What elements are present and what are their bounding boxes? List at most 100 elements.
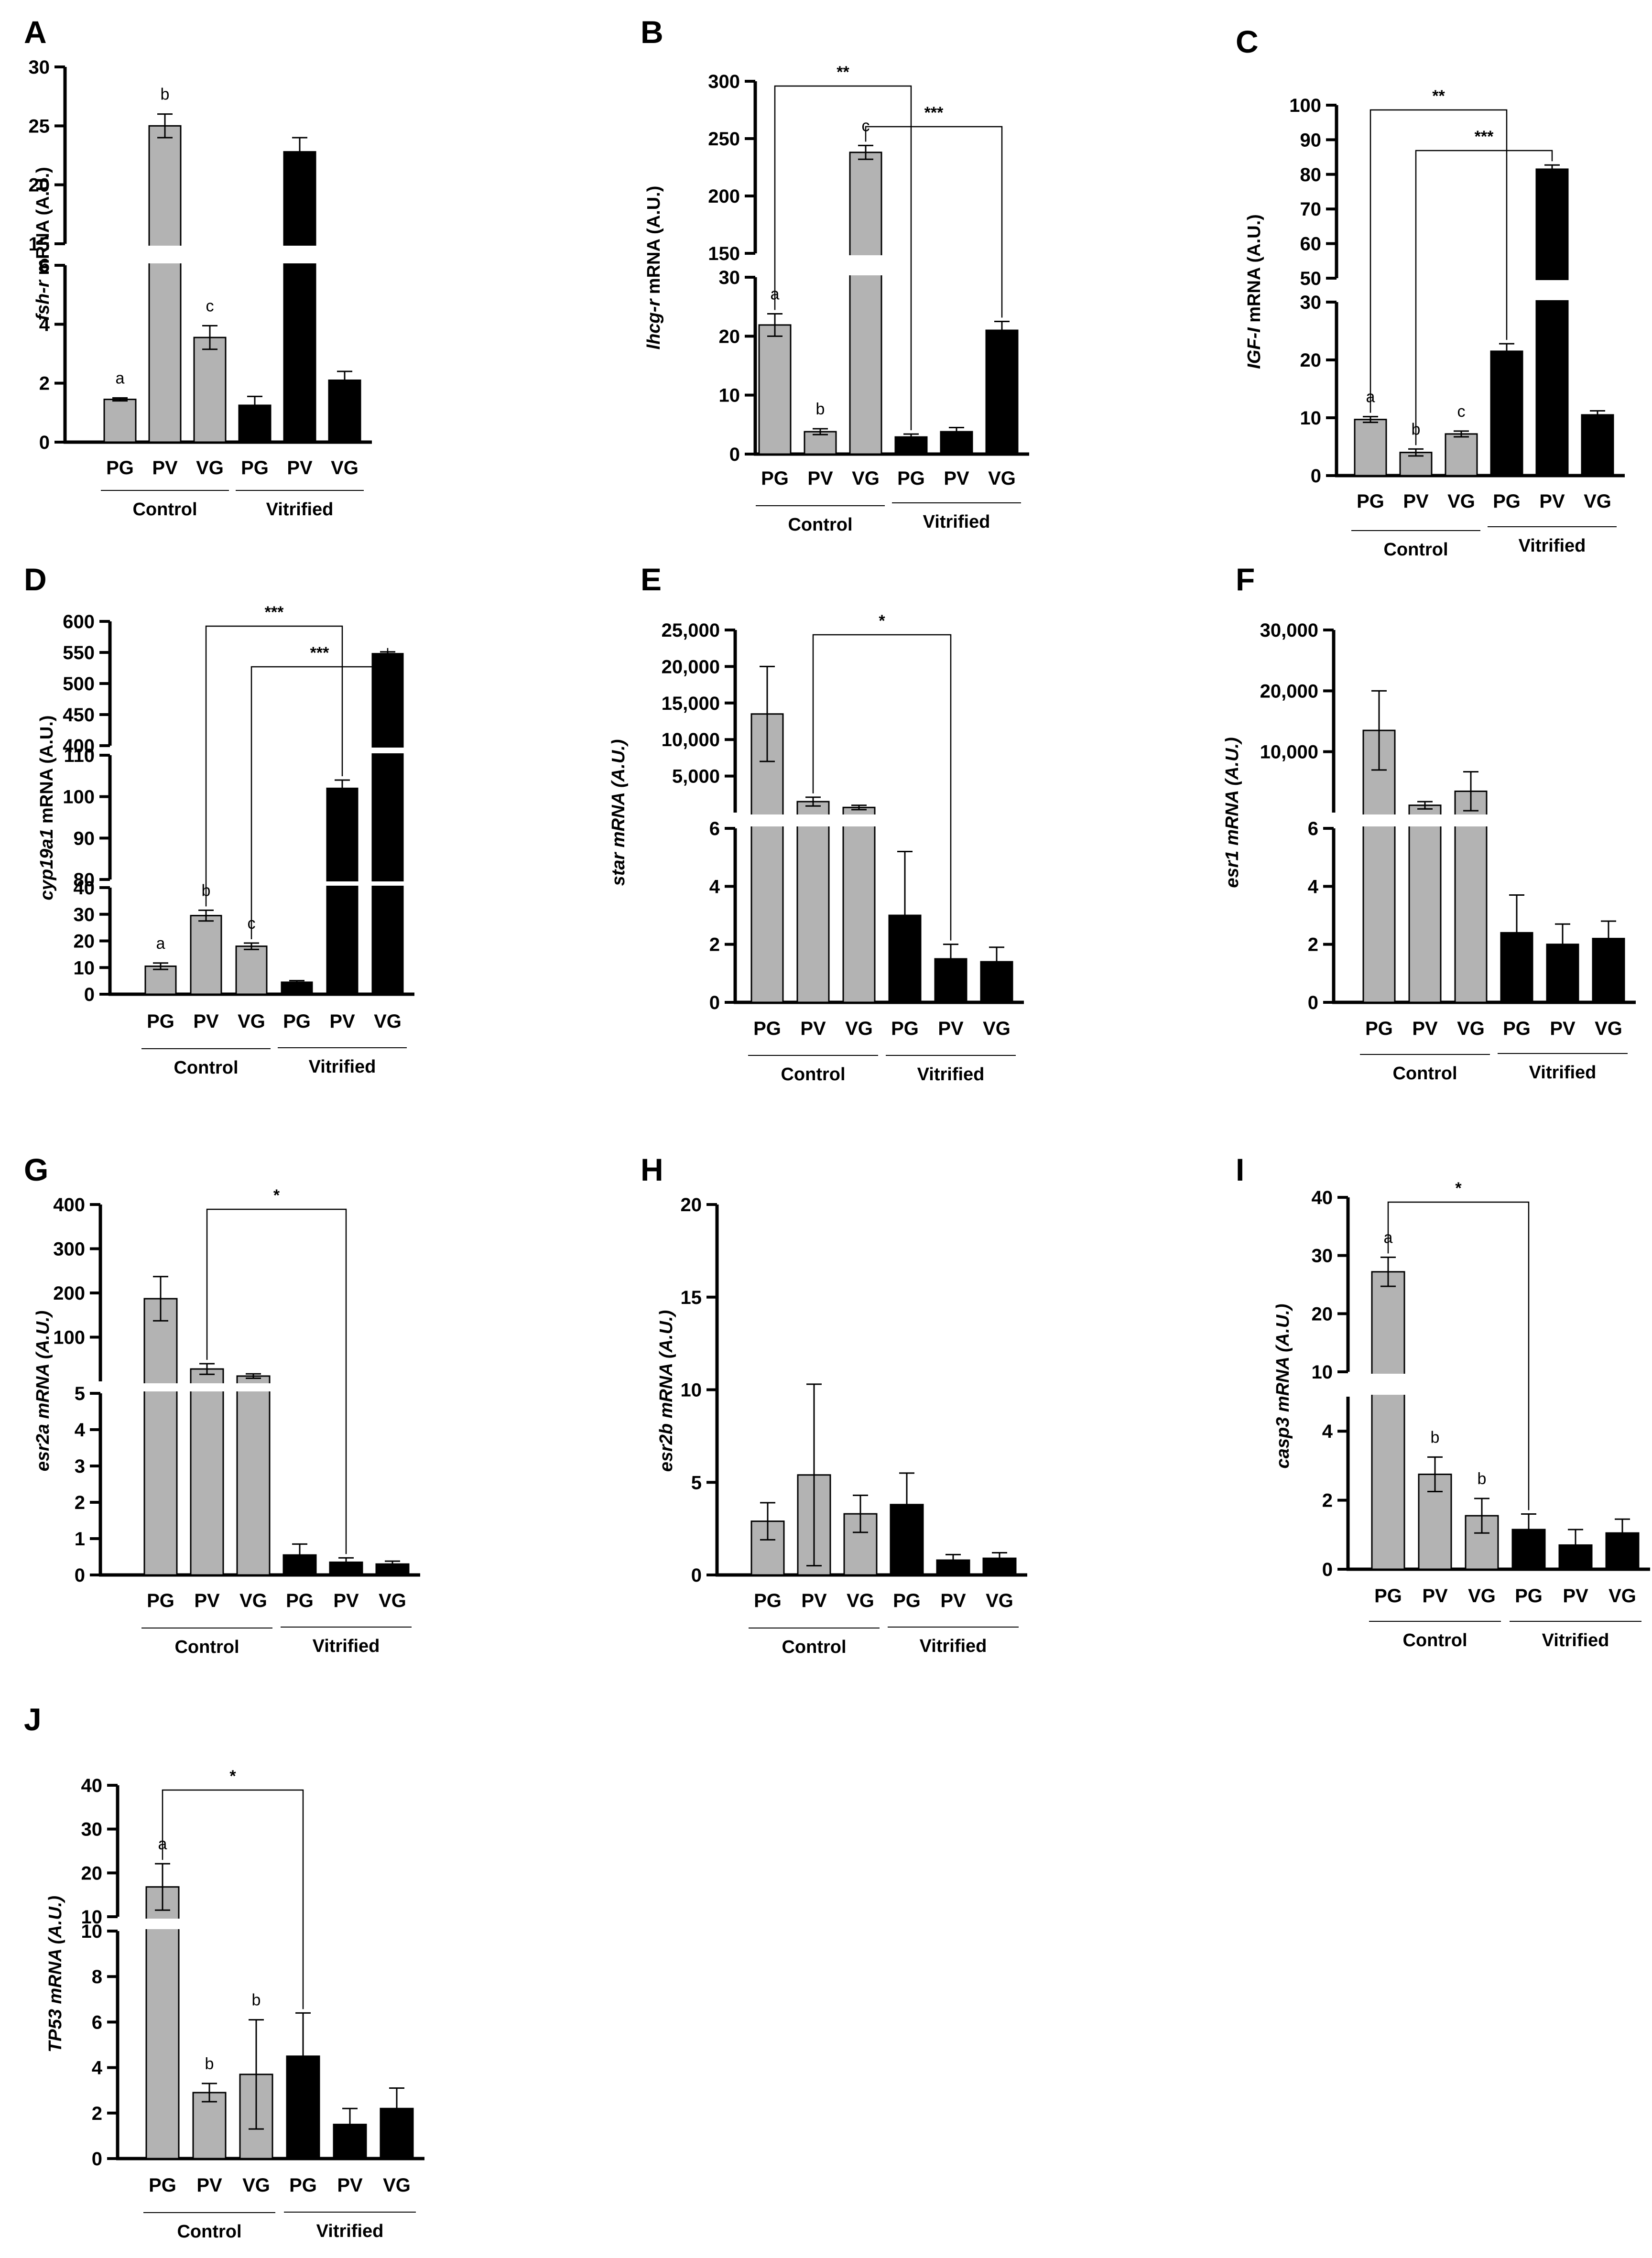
group-letter-j-1: b: [205, 2055, 214, 2073]
group-label-control-b: Control: [788, 515, 852, 535]
bar-break-g-1-0: [189, 1383, 225, 1391]
x-category-g-3: PG: [286, 1590, 314, 1611]
y-tick-label-j-1-3: 40: [81, 1775, 103, 1796]
y-axis-title-rest-a: mRNA (A.U.): [33, 167, 53, 280]
y-tick-label-g-1-2: 300: [53, 1239, 85, 1260]
y-tick-label-j-1-1: 20: [81, 1863, 103, 1884]
group-label-vitrified-f: Vitrified: [1529, 1063, 1597, 1083]
y-tick-label-d-0-0: 0: [84, 984, 95, 1005]
bar-d-2: [235, 945, 268, 995]
y-tick-label-b-0-1: 10: [719, 385, 740, 406]
significance-bracket-b-1: [865, 126, 1003, 318]
y-tick-label-d-1-2: 100: [63, 787, 95, 808]
panel-f: F 0 2 4 6 10,000 20,000 30,000 PG PV VG PG PV VG Contr…: [1222, 562, 1636, 1084]
bar-break-j-0-0: [144, 1919, 181, 1929]
y-tick-label-a-1-1: 20: [29, 175, 50, 196]
x-category-c-2: VG: [1447, 491, 1475, 512]
group-label-control-h: Control: [782, 1637, 846, 1657]
bar-b-2: [849, 152, 882, 455]
y-tick-label-d-1-3: 110: [64, 745, 95, 766]
y-tick-label-d-2-0: 400: [63, 736, 95, 757]
y-tick-label-f-0-1: 2: [1308, 934, 1318, 955]
bar-j-0: [145, 1886, 180, 2160]
significance-label-b-1: ***: [924, 104, 944, 122]
group-letter-b-2: c: [862, 117, 870, 135]
x-category-f-2: VG: [1457, 1018, 1485, 1039]
y-tick-label-g-0-0: 0: [75, 1565, 85, 1586]
x-category-a-1: PV: [152, 457, 178, 478]
bar-break-d-4-0: [325, 881, 359, 886]
panel-label-i: I: [1236, 1152, 1244, 1187]
y-tick-label-b-1-0: 150: [708, 243, 740, 264]
significance-label-c-0: **: [1432, 87, 1445, 105]
y-axis-title-rest-d: mRNA (A.U.): [37, 715, 57, 828]
y-tick-label-a-1-3: 30: [29, 57, 50, 78]
y-tick-label-f-0-0: 0: [1308, 992, 1318, 1013]
bar-g-1: [190, 1368, 224, 1576]
bar-e-1: [796, 801, 830, 1003]
bar-c-2: [1445, 433, 1478, 477]
x-category-b-0: PG: [761, 468, 789, 489]
y-axis-title-g: esr2a mRNA (A.U.): [33, 1311, 53, 1471]
y-tick-label-g-1-0: 100: [53, 1327, 85, 1348]
y-axis-title-italic-f: esr1 mRNA (A.U.): [1222, 737, 1242, 888]
x-category-f-1: PV: [1412, 1018, 1438, 1039]
x-category-c-1: PV: [1403, 491, 1429, 512]
y-tick-label-c-0-3: 30: [1300, 292, 1322, 313]
group-label-control-a: Control: [132, 499, 197, 520]
x-category-i-1: PV: [1422, 1585, 1448, 1607]
x-category-j-5: VG: [383, 2175, 411, 2196]
y-tick-label-d-2-3: 550: [63, 642, 95, 663]
x-category-d-4: PV: [329, 1011, 355, 1032]
x-category-h-2: VG: [847, 1590, 874, 1611]
bar-c-4: [1535, 168, 1569, 477]
y-tick-label-e-1-0: 5,000: [672, 766, 720, 787]
significance-label-g-0: *: [273, 1186, 280, 1205]
panel-label-d: D: [24, 562, 47, 597]
y-tick-label-i-1-0: 10: [1312, 1362, 1333, 1383]
group-label-control-e: Control: [781, 1064, 845, 1085]
bar-break-f-0-0: [1361, 814, 1397, 826]
x-category-c-3: PG: [1493, 491, 1521, 512]
bar-d-4: [326, 787, 359, 995]
x-category-e-3: PG: [891, 1018, 919, 1039]
y-tick-label-b-1-1: 200: [708, 186, 740, 207]
y-tick-label-e-0-2: 4: [709, 876, 720, 897]
y-tick-label-b-1-2: 250: [708, 129, 740, 150]
y-tick-label-i-1-3: 40: [1312, 1187, 1333, 1208]
y-tick-label-a-1-0: 15: [29, 234, 50, 255]
bar-break-b-2-0: [848, 255, 883, 275]
bar-break-e-0-0: [750, 814, 785, 826]
x-category-c-5: VG: [1584, 491, 1611, 512]
y-axis-title-e: star mRNA (A.U.): [609, 739, 629, 886]
y-tick-label-i-1-1: 20: [1312, 1303, 1333, 1324]
x-category-j-4: PV: [337, 2175, 363, 2196]
y-tick-label-e-1-1: 10,000: [662, 729, 720, 750]
x-category-j-0: PG: [149, 2175, 176, 2196]
y-tick-label-b-0-3: 30: [719, 267, 740, 288]
bar-b-5: [985, 329, 1019, 455]
x-category-i-4: PV: [1563, 1585, 1588, 1607]
y-tick-label-e-0-3: 6: [709, 818, 720, 839]
y-tick-label-j-0-4: 8: [92, 1966, 102, 1987]
x-category-f-4: PV: [1550, 1018, 1576, 1039]
group-label-vitrified-i: Vitrified: [1542, 1630, 1609, 1650]
y-tick-label-f-1-2: 30,000: [1260, 620, 1318, 641]
group-label-vitrified-g: Vitrified: [313, 1636, 380, 1656]
x-category-d-5: VG: [374, 1011, 402, 1032]
group-letter-a-2: c: [206, 297, 214, 315]
x-category-e-2: VG: [845, 1018, 873, 1039]
bar-a-4: [283, 151, 316, 443]
y-tick-label-i-0-2: 4: [1322, 1421, 1333, 1442]
y-axis-title-italic-j: TP53 mRNA (A.U.): [45, 1896, 65, 2052]
bar-break-g-0-0: [142, 1383, 179, 1391]
group-label-vitrified-j: Vitrified: [316, 2221, 384, 2241]
x-category-i-2: VG: [1468, 1585, 1496, 1607]
group-letter-i-2: b: [1478, 1470, 1487, 1488]
y-axis-title-italic-h: esr2b mRNA (A.U.): [656, 1310, 676, 1472]
y-tick-label-b-0-0: 0: [729, 444, 740, 465]
y-axis-title-f: esr1 mRNA (A.U.): [1222, 737, 1242, 888]
